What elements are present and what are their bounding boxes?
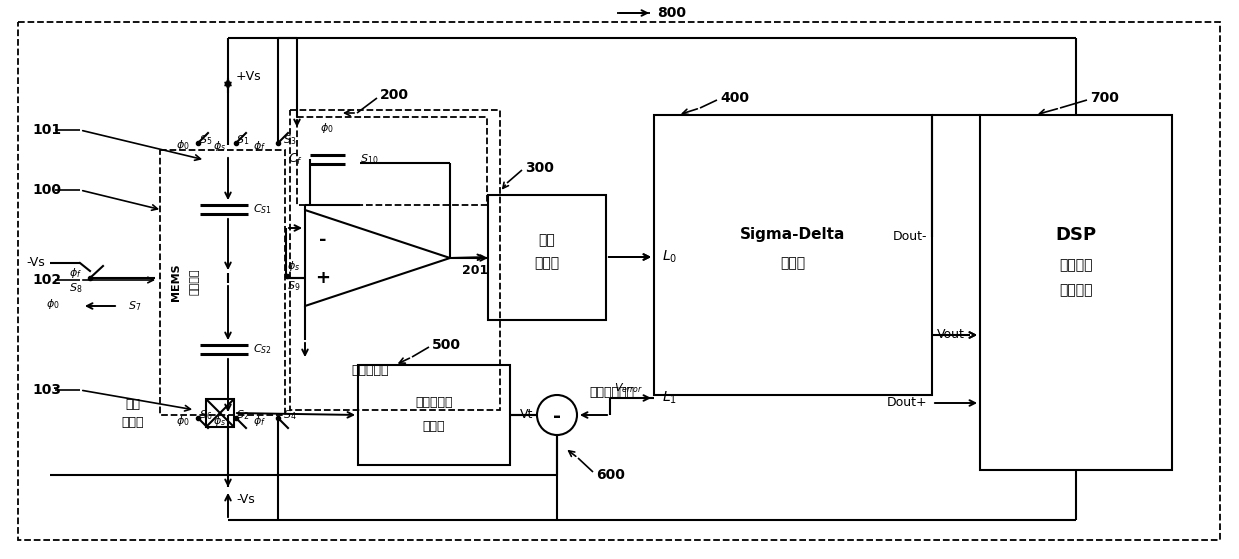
Text: $\phi_f$: $\phi_f$ — [254, 139, 266, 153]
Text: 600: 600 — [596, 468, 624, 482]
Text: -: - — [320, 231, 327, 249]
Text: -Vs: -Vs — [26, 257, 45, 269]
Text: +: + — [316, 269, 331, 287]
Text: 500: 500 — [432, 338, 461, 352]
Bar — [160, 150, 285, 415]
Text: $S_5$: $S_5$ — [199, 133, 213, 147]
Text: 数字运算单元: 数字运算单元 — [590, 386, 634, 400]
Text: $L_1$: $L_1$ — [662, 390, 676, 406]
Text: 控制端: 控制端 — [121, 415, 144, 429]
Text: 片外: 片外 — [125, 399, 140, 411]
Text: 700: 700 — [1090, 91, 1119, 105]
Text: 处理模块: 处理模块 — [1059, 283, 1093, 297]
Text: $C_f$: $C_f$ — [289, 151, 304, 167]
Text: $S_7$: $S_7$ — [128, 299, 141, 313]
Text: 电荷放大器: 电荷放大器 — [351, 363, 389, 377]
Text: 数字信号: 数字信号 — [1059, 258, 1093, 272]
Text: $C_{S1}$: $C_{S1}$ — [253, 202, 271, 216]
Text: MEMS: MEMS — [171, 263, 181, 301]
Text: $\phi_s$: $\phi_s$ — [213, 139, 227, 153]
Text: 100: 100 — [32, 183, 61, 197]
Text: $L_0$: $L_0$ — [662, 249, 678, 265]
Text: 101: 101 — [32, 123, 61, 137]
Text: +Vs: +Vs — [235, 70, 261, 83]
Text: 800: 800 — [657, 6, 686, 20]
Text: $S_{10}$: $S_{10}$ — [361, 152, 378, 166]
Text: Vout: Vout — [937, 329, 965, 342]
Bar — [206, 399, 234, 427]
Text: 102: 102 — [32, 273, 61, 287]
Text: Dout+: Dout+ — [886, 396, 927, 410]
Text: 103: 103 — [32, 383, 61, 397]
Text: $\phi_s$: $\phi_s$ — [287, 259, 300, 273]
Text: $\phi_0$: $\phi_0$ — [320, 121, 333, 135]
Text: $S_6$: $S_6$ — [199, 408, 213, 422]
Text: Dout-: Dout- — [892, 230, 927, 244]
Text: 调制器: 调制器 — [781, 256, 805, 270]
Text: $\phi_s$: $\phi_s$ — [213, 414, 227, 428]
Text: 激励源: 激励源 — [422, 420, 445, 433]
Text: -Vs: -Vs — [235, 493, 255, 506]
Text: $\phi_0$: $\phi_0$ — [46, 297, 59, 311]
Text: $S_8$: $S_8$ — [68, 281, 82, 295]
Text: $C_{S2}$: $C_{S2}$ — [253, 342, 271, 356]
Bar — [488, 195, 606, 320]
Text: 环路: 环路 — [539, 233, 555, 247]
Text: $\phi_0$: $\phi_0$ — [176, 414, 190, 428]
Text: 补偿器: 补偿器 — [534, 256, 560, 270]
Text: Vt: Vt — [520, 409, 533, 421]
Bar — [980, 115, 1172, 470]
Text: $S_4$: $S_4$ — [284, 408, 297, 422]
Text: 300: 300 — [525, 161, 554, 175]
Text: $S_2$: $S_2$ — [237, 408, 249, 422]
Text: 400: 400 — [720, 91, 750, 105]
Text: $S_1$: $S_1$ — [237, 133, 249, 147]
Text: DSP: DSP — [1056, 226, 1097, 244]
Text: 201: 201 — [462, 263, 488, 277]
Text: $\phi_f$: $\phi_f$ — [69, 266, 82, 280]
Text: $S_3$: $S_3$ — [284, 133, 296, 147]
Text: $S_9$: $S_9$ — [287, 279, 300, 293]
Text: -: - — [553, 408, 561, 427]
Bar — [297, 117, 487, 205]
Text: 数字自检测: 数字自检测 — [415, 396, 452, 410]
Bar — [358, 365, 510, 465]
Text: $\phi_0$: $\phi_0$ — [176, 138, 190, 152]
Text: $\phi_f$: $\phi_f$ — [254, 414, 266, 428]
Text: 200: 200 — [380, 88, 409, 102]
Text: 敏感结构: 敏感结构 — [190, 269, 199, 295]
Text: $V_{error}$: $V_{error}$ — [613, 381, 643, 395]
Bar — [290, 110, 501, 410]
Text: Sigma-Delta: Sigma-Delta — [741, 228, 846, 243]
Bar — [654, 115, 932, 395]
